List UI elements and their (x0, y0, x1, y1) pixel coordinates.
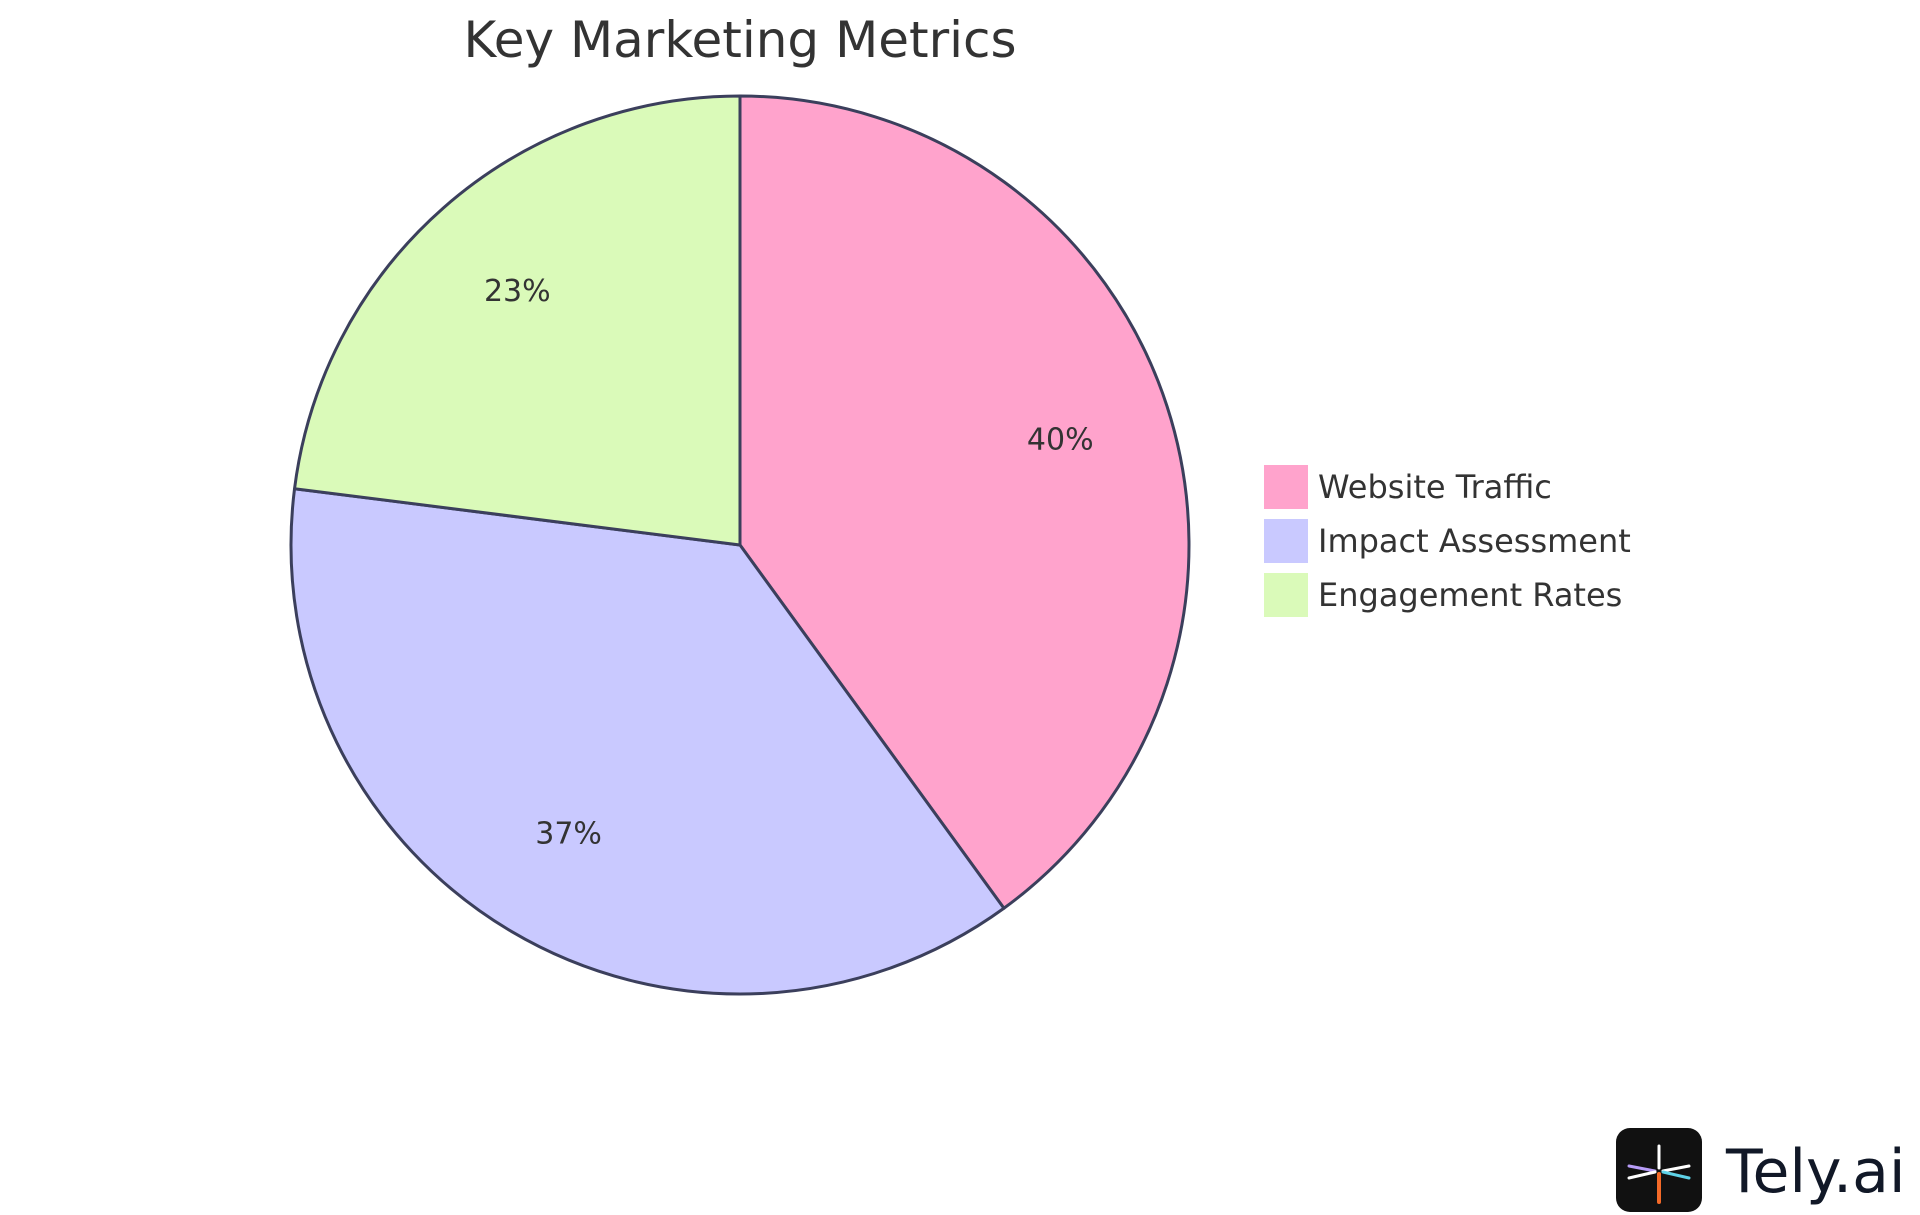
legend-swatch-impact-assessment (1264, 519, 1308, 563)
legend: Website Traffic Impact Assessment Engageme… (1264, 465, 1631, 617)
pie-slices (289, 94, 1191, 996)
legend-label-impact-assessment: Impact Assessment (1318, 522, 1631, 560)
logo-text: Tely.ai (1725, 1137, 1906, 1207)
pie-slice-impact-assessment (289, 487, 1006, 996)
slice-label-website-traffic: 40% (1027, 422, 1094, 457)
legend-label-website-traffic: Website Traffic (1318, 468, 1552, 506)
legend-swatch-website-traffic (1264, 465, 1308, 509)
slice-label-engagement-rates: 23% (484, 274, 551, 309)
tely-logo: Tely.ai (1616, 1128, 1906, 1212)
slice-label-impact-assessment: 37% (535, 816, 602, 851)
legend-label-engagement-rates: Engagement Rates (1318, 576, 1622, 614)
tely-logo-icon (1616, 1128, 1702, 1212)
pie-slice-engagement-rates (293, 94, 742, 547)
pie-slice-website-traffic (738, 94, 1191, 910)
chart-title: Key Marketing Metrics (463, 11, 1016, 69)
legend-swatch-engagement-rates (1264, 573, 1308, 617)
pie-slice-labels: 40% 37% 23% (484, 274, 1094, 851)
